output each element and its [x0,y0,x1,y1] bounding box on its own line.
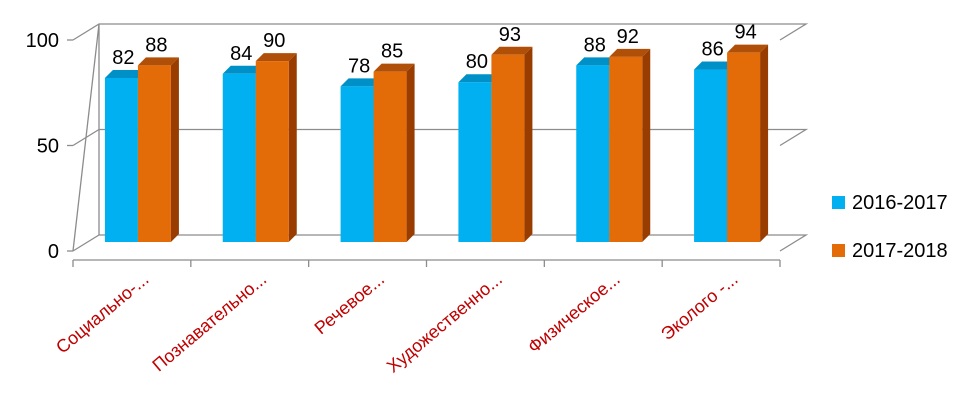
bar-side-face [524,46,533,242]
category-label: Художественно... [383,269,506,377]
legend-label: 2016-2017 [852,192,948,214]
category-label: Речевое... [311,269,389,339]
category-label: Социально-... [52,269,152,358]
bar-top-face [104,69,146,78]
data-label: 82 [112,47,134,69]
bar-top-face [491,46,533,55]
bar-side-face [760,44,769,242]
bar-series1 [694,69,728,242]
bar-side-face [406,63,415,243]
bar-series2 [491,54,525,242]
bar-top-face [137,57,179,66]
gridline-0 [72,234,809,252]
bar-top-face [373,63,415,72]
data-label: 88 [145,34,167,56]
bar-series2 [137,65,171,242]
legend-swatch [832,196,845,209]
bar-series1 [104,77,138,242]
data-label: 94 [734,22,756,44]
bar-series1 [576,65,610,242]
data-label: 78 [348,55,370,77]
data-label: 92 [617,26,639,48]
data-label: 80 [466,51,488,73]
bar-side-face [170,57,179,242]
bar-top-face [255,53,297,62]
gridline-50 [72,128,809,147]
category-label: Познавательно... [149,269,271,376]
bar-series2 [255,61,289,242]
bar-top-face [458,74,500,83]
y-tick-label: 100 [26,30,59,52]
bars [104,44,769,243]
legend: 2016-2017 2017-2018 [832,192,948,262]
data-label: 86 [701,39,723,61]
bar-series2 [373,71,407,243]
gridline-100 [72,23,809,41]
data-label: 85 [381,41,403,63]
bar-top-face [340,78,382,87]
bar-series1 [222,73,256,242]
y-tick-label: 0 [48,241,59,263]
bar-top-face [609,48,651,57]
category-label: Эколого -... [657,269,742,344]
bar-top-face [694,61,736,70]
bar-side-face [288,53,297,242]
data-label: 93 [499,24,521,46]
gridlines [72,23,809,252]
data-label: 84 [230,43,252,65]
bar-top-face [727,44,769,53]
data-labels: 82 88 84 90 78 85 80 93 88 92 86 94 [112,22,756,78]
category-label: Физическое... [524,269,624,357]
y-tick-label: 50 [37,136,59,158]
bar-series2 [727,52,761,242]
bar-series1 [340,86,374,242]
data-label: 90 [263,30,285,52]
bar-top-face [222,65,264,74]
bar-top-face [576,57,618,66]
legend-swatch [832,244,845,257]
category-labels: Социально-...Познавательно... Речевое...Х… [52,269,742,377]
y-axis-ticks: 0 50 100 [26,30,73,263]
data-label: 88 [584,34,606,56]
bar-side-face [642,48,651,242]
axes [72,259,781,267]
legend-label: 2017-2018 [852,240,948,262]
bar-series2 [609,56,643,242]
bar-series1 [458,82,492,242]
